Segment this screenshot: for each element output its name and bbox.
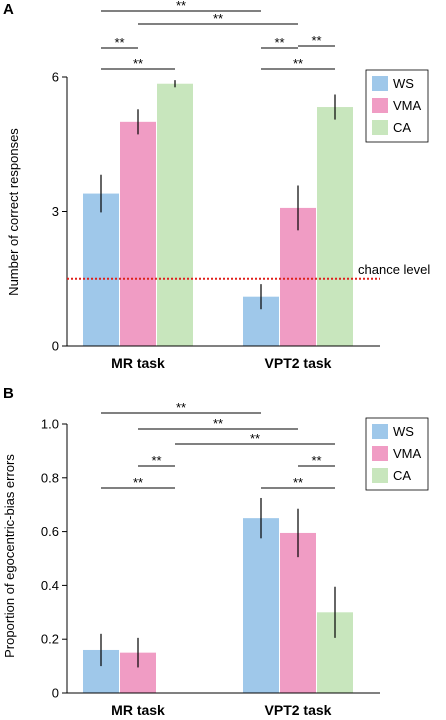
bar-ws-0	[83, 193, 119, 346]
significance-label: **	[114, 35, 124, 50]
bar-ca-1	[317, 107, 353, 346]
y-tick-label: 0.4	[41, 578, 59, 593]
significance-label: **	[213, 416, 223, 431]
panel-b-chart: 0 0.2 0.4 0.6 0.8 1.0 Proportion of egocentric…	[2, 400, 429, 718]
chance-level-label: chance level	[358, 262, 430, 277]
y-axis-label: Proportion of egocentric-bias errors	[2, 454, 17, 658]
significance-label: **	[250, 431, 260, 446]
significance-label: **	[213, 11, 223, 26]
y-tick-label: 1.0	[41, 417, 59, 432]
legend-swatch-ca	[372, 120, 388, 135]
significance-label: **	[293, 56, 303, 71]
significance-label: **	[176, 0, 186, 13]
y-tick-label: 0.8	[41, 470, 59, 485]
bar-vma-1	[280, 207, 316, 346]
y-tick-label: 0	[52, 339, 59, 354]
legend-swatch-ca	[372, 468, 388, 483]
legend-swatch-ws	[372, 424, 388, 439]
legend-swatch-vma	[372, 98, 388, 113]
category-label: MR task	[111, 355, 165, 371]
panel-b-label: B	[3, 385, 14, 402]
y-tick-label: 6	[52, 70, 59, 85]
significance-label: **	[133, 475, 143, 490]
legend-label: CA	[393, 468, 411, 483]
legend-label: CA	[393, 120, 411, 135]
category-label: VPT2 task	[265, 702, 332, 718]
significance-label: **	[293, 475, 303, 490]
legend-swatch-ws	[372, 76, 388, 91]
y-tick-label: 0	[52, 686, 59, 701]
bar-vma-1	[280, 532, 316, 693]
bar-ca-0	[157, 83, 193, 346]
panel-a-chart: 0 3 6 Number of correct responses MR task VPT…	[6, 0, 430, 371]
significance-label: **	[133, 56, 143, 71]
panel-a-label: A	[3, 1, 14, 18]
y-tick-label: 3	[52, 204, 59, 219]
bar-ws-1	[243, 518, 279, 693]
bar-vma-0	[120, 121, 156, 346]
significance-label: **	[274, 35, 284, 50]
legend-swatch-vma	[372, 446, 388, 461]
significance-label: **	[151, 453, 161, 468]
legend-label: WS	[393, 424, 414, 439]
legend-label: VMA	[393, 98, 422, 113]
significance-label: **	[311, 33, 321, 48]
category-label: VPT2 task	[265, 355, 332, 371]
significance-label: **	[176, 400, 186, 415]
significance-label: **	[311, 453, 321, 468]
legend-label: WS	[393, 76, 414, 91]
y-tick-label: 0.6	[41, 524, 59, 539]
category-label: MR task	[111, 702, 165, 718]
y-axis-label: Number of correct responses	[6, 128, 21, 296]
y-tick-label: 0.2	[41, 632, 59, 647]
legend-label: VMA	[393, 446, 422, 461]
